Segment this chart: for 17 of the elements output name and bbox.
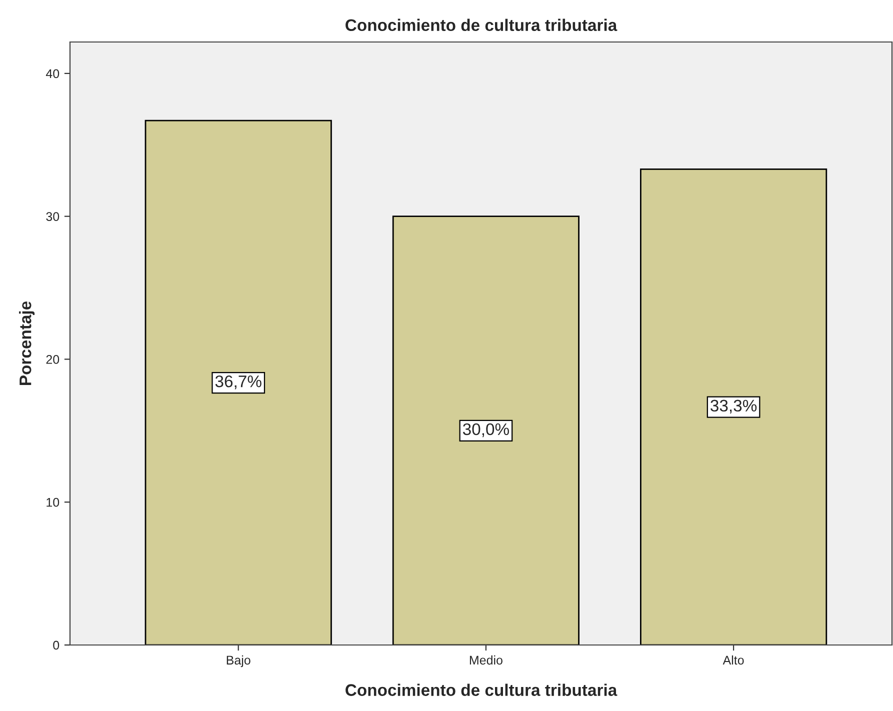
y-tick-label: 10 (46, 498, 60, 507)
x-tick-label: Alto (722, 655, 744, 665)
bar (640, 168, 828, 645)
y-tick-label: 40 (46, 69, 60, 78)
bar (144, 120, 332, 645)
data-label: 33,3% (710, 400, 757, 414)
y-tick-label: 30 (46, 212, 60, 221)
y-axis-title: Porcentaje (19, 301, 35, 385)
x-tick-label: Bajo (226, 655, 250, 668)
x-axis-title: Conocimiento de cultura tributaria (346, 684, 618, 696)
y-tick-label: 0 (53, 640, 60, 650)
chart-title: Conocimiento de cultura tributaria (346, 18, 618, 32)
data-label: 36,7% (215, 375, 262, 390)
data-label: 30,0% (462, 423, 509, 438)
y-tick-label: 20 (46, 355, 60, 364)
bar (392, 216, 580, 645)
x-tick-label: Medio (470, 655, 502, 665)
